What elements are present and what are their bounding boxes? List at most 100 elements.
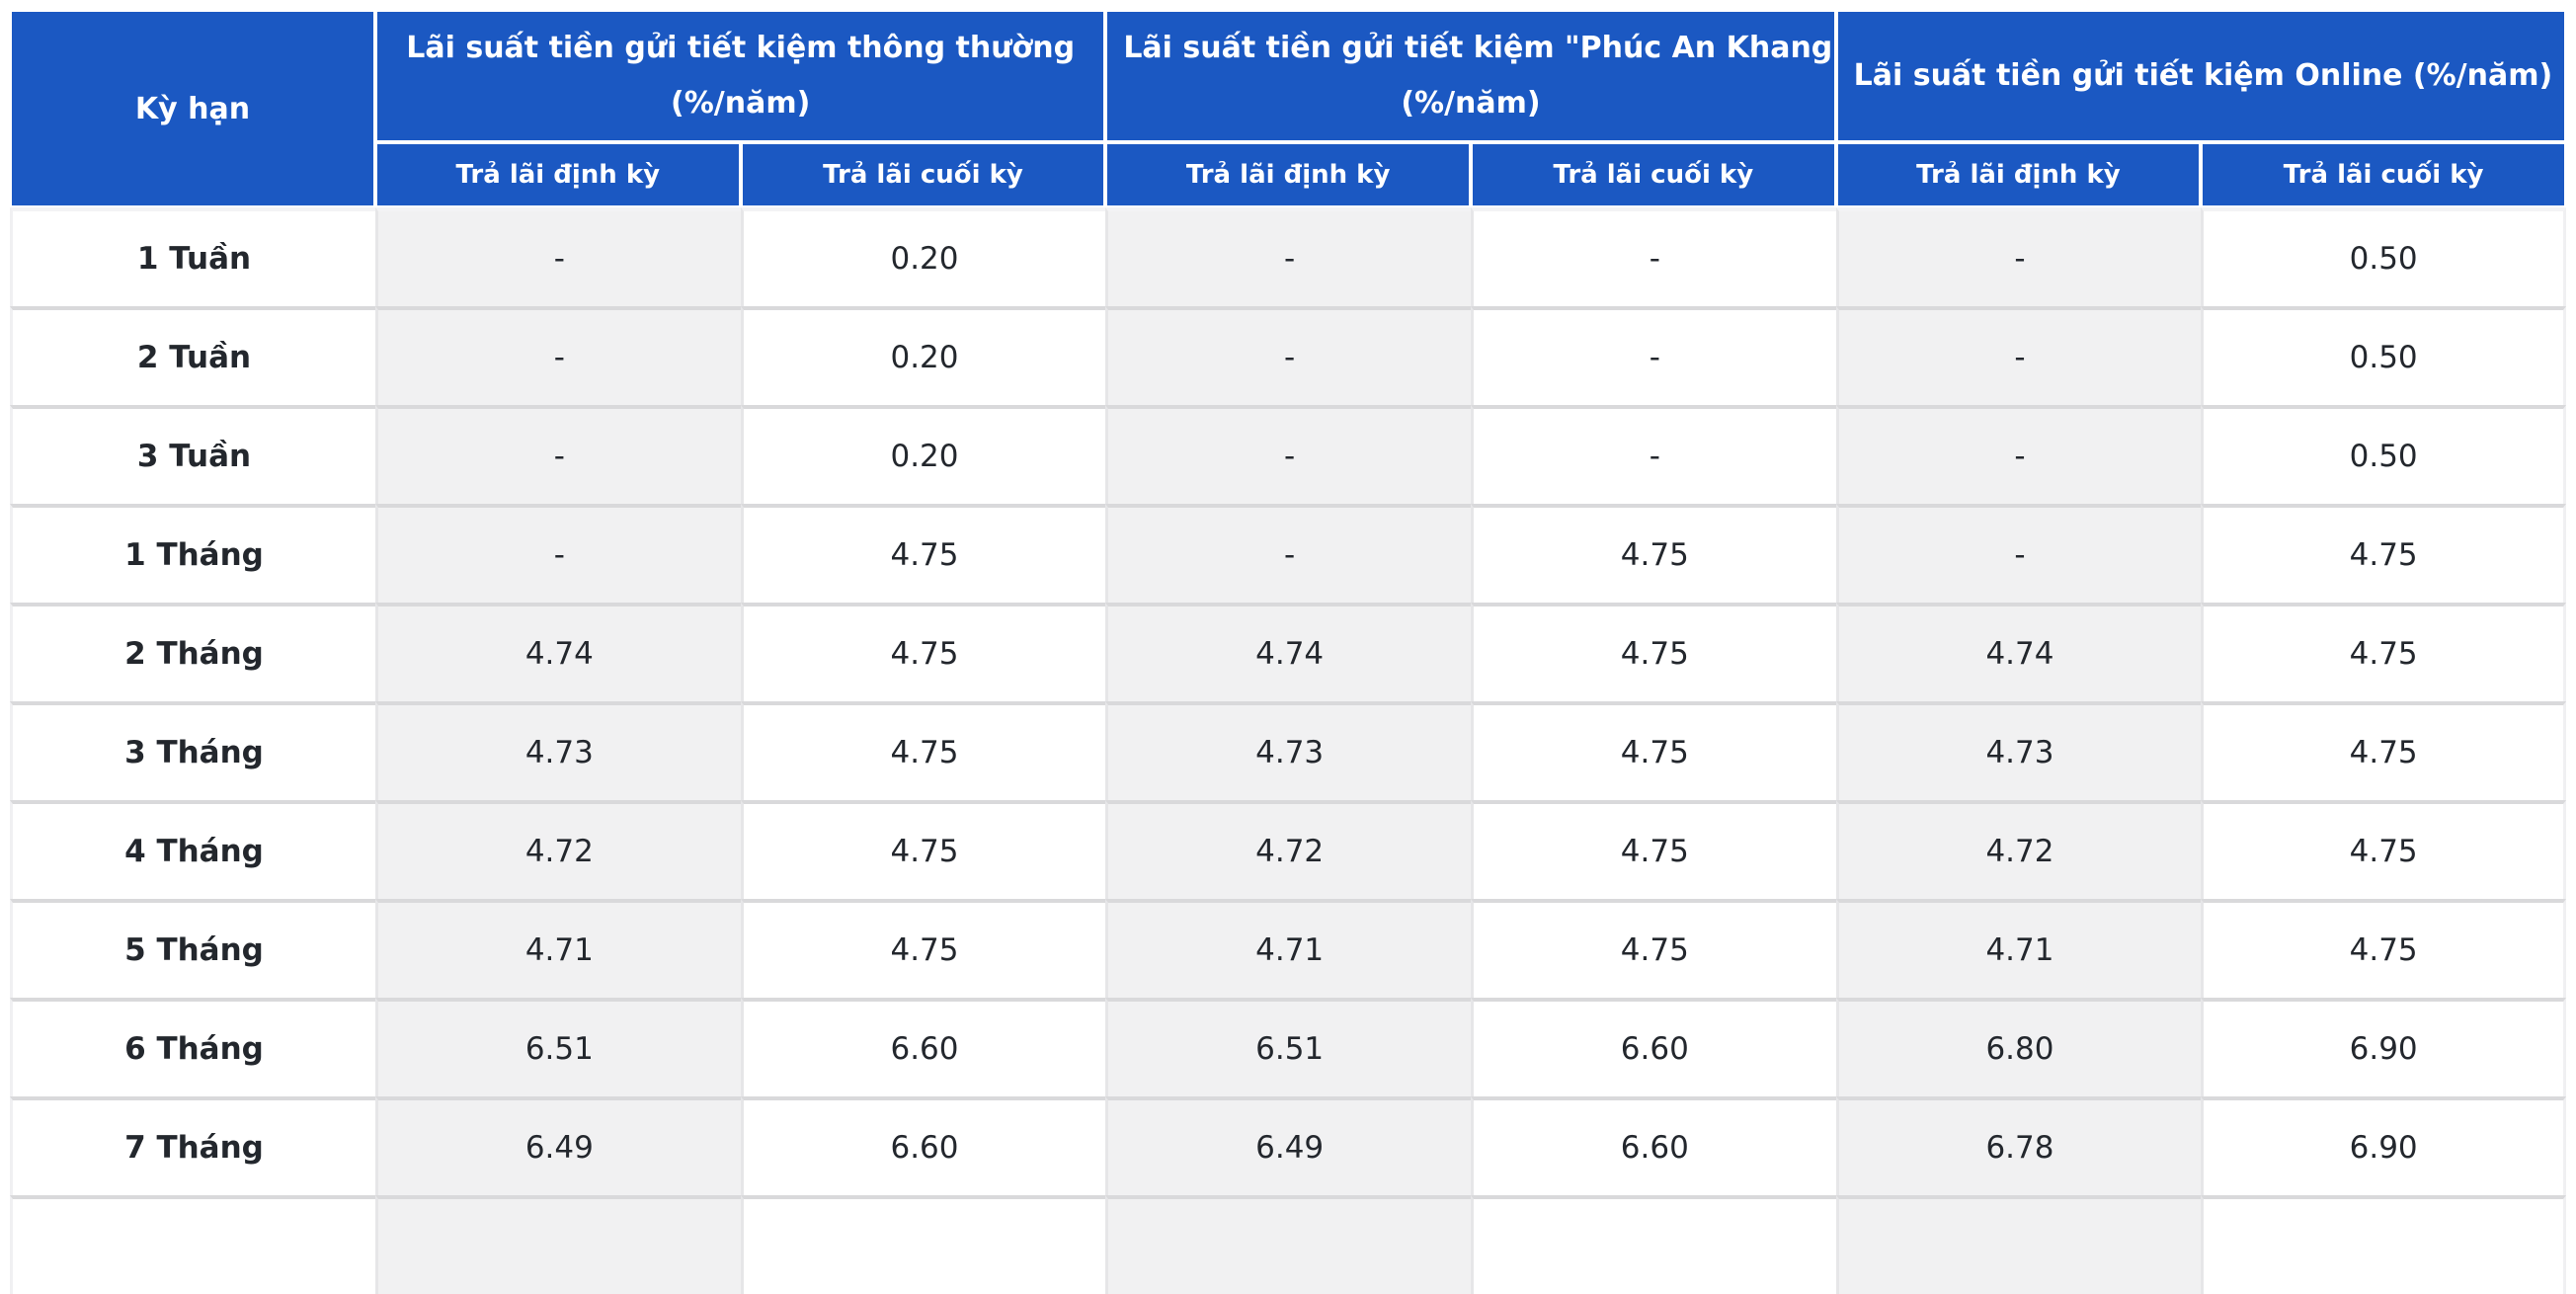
rate-cell: 0.20 xyxy=(740,207,1106,306)
rate-cell: - xyxy=(1105,405,1471,504)
rate-cell: - xyxy=(375,306,741,405)
rate-cell: 0.50 xyxy=(2201,405,2566,504)
subheader-end-of-term-interest: Trả lãi cuối kỳ xyxy=(1470,142,1836,207)
rate-cell: 4.75 xyxy=(740,800,1106,899)
subheader-periodic-interest: Trả lãi định kỳ xyxy=(375,142,741,207)
table-row: 2 Tháng 4.74 4.75 4.74 4.75 4.74 4.75 xyxy=(10,603,2566,701)
rate-cell: 0.50 xyxy=(2201,306,2566,405)
rate-cell: 6.51 xyxy=(375,998,741,1096)
term-column-header: Kỳ hạn xyxy=(10,10,375,207)
rate-cell xyxy=(740,1195,1106,1294)
term-cell: 4 Tháng xyxy=(10,800,375,899)
table-row-partial xyxy=(10,1195,2566,1294)
group-header-title-line: Lãi suất tiền gửi tiết kiệm "Phúc An Kha… xyxy=(1123,31,1836,65)
rate-cell: 4.75 xyxy=(740,504,1106,603)
term-cell: 1 Tuần xyxy=(10,207,375,306)
rate-cell: 6.78 xyxy=(1835,1096,2202,1195)
term-cell: 3 Tuần xyxy=(10,405,375,504)
rate-cell: 4.73 xyxy=(1835,701,2202,800)
subheader-periodic-interest: Trả lãi định kỳ xyxy=(1105,142,1471,207)
rate-cell: 4.71 xyxy=(1105,899,1471,998)
group-header-unit-line: (%/năm) xyxy=(671,86,811,121)
rate-cell xyxy=(1835,1195,2202,1294)
rate-cell: 6.51 xyxy=(1105,998,1471,1096)
rate-cell: - xyxy=(1470,207,1836,306)
rate-cell: - xyxy=(1105,504,1471,603)
rate-cell: 4.75 xyxy=(1470,504,1836,603)
rate-cell: - xyxy=(1835,504,2202,603)
rate-cell: - xyxy=(375,207,741,306)
table-row: 5 Tháng 4.71 4.75 4.71 4.75 4.71 4.75 xyxy=(10,899,2566,998)
subheader-end-of-term-interest: Trả lãi cuối kỳ xyxy=(740,142,1106,207)
rate-cell: 4.75 xyxy=(1470,899,1836,998)
term-cell: 2 Tuần xyxy=(10,306,375,405)
rate-cell: 4.73 xyxy=(375,701,741,800)
rate-cell: 4.75 xyxy=(740,701,1106,800)
rate-cell xyxy=(2201,1195,2566,1294)
group-header-phuc-an-khang: Lãi suất tiền gửi tiết kiệm "Phúc An Kha… xyxy=(1105,10,1836,142)
rate-cell: - xyxy=(1835,405,2202,504)
term-cell: 2 Tháng xyxy=(10,603,375,701)
rate-cell: 4.75 xyxy=(2201,504,2566,603)
rate-cell: 4.72 xyxy=(1105,800,1471,899)
interest-rate-table-container: Kỳ hạn Lãi suất tiền gửi tiết kiệm thông… xyxy=(10,10,2566,1294)
rate-cell: 4.75 xyxy=(2201,701,2566,800)
rate-cell: 4.73 xyxy=(1105,701,1471,800)
rate-cell: 4.74 xyxy=(1835,603,2202,701)
rate-cell: - xyxy=(375,405,741,504)
rate-cell: 6.49 xyxy=(375,1096,741,1195)
term-cell: 6 Tháng xyxy=(10,998,375,1096)
rate-cell: - xyxy=(1470,306,1836,405)
group-header-title-line: Lãi suất tiền gửi tiết kiệm Online (%/nă… xyxy=(1853,58,2553,93)
term-cell xyxy=(10,1195,375,1294)
rate-cell: 0.20 xyxy=(740,405,1106,504)
group-header-title-line: Lãi suất tiền gửi tiết kiệm thông thường xyxy=(406,31,1076,65)
subheader-end-of-term-interest: Trả lãi cuối kỳ xyxy=(2201,142,2566,207)
term-cell: 5 Tháng xyxy=(10,899,375,998)
rate-cell: 0.50 xyxy=(2201,207,2566,306)
rate-cell: 0.20 xyxy=(740,306,1106,405)
rate-cell: 4.72 xyxy=(1835,800,2202,899)
rate-cell xyxy=(1105,1195,1471,1294)
subheader-periodic-interest: Trả lãi định kỳ xyxy=(1835,142,2202,207)
table-row: 6 Tháng 6.51 6.60 6.51 6.60 6.80 6.90 xyxy=(10,998,2566,1096)
rate-cell: 6.60 xyxy=(740,998,1106,1096)
rate-cell: - xyxy=(1105,207,1471,306)
rate-cell: - xyxy=(1835,306,2202,405)
group-header-unit-line: (%/năm) xyxy=(1401,86,1541,121)
table-header: Kỳ hạn Lãi suất tiền gửi tiết kiệm thông… xyxy=(10,10,2566,207)
rate-cell: 4.75 xyxy=(2201,603,2566,701)
rate-cell: - xyxy=(375,504,741,603)
rate-cell: 6.60 xyxy=(740,1096,1106,1195)
group-header-regular-savings: Lãi suất tiền gửi tiết kiệm thông thường… xyxy=(375,10,1106,142)
interest-rate-table: Kỳ hạn Lãi suất tiền gửi tiết kiệm thông… xyxy=(10,10,2566,1294)
rate-cell: 4.75 xyxy=(740,603,1106,701)
rate-cell: 4.75 xyxy=(1470,701,1836,800)
group-header-row: Kỳ hạn Lãi suất tiền gửi tiết kiệm thông… xyxy=(10,10,2566,207)
table-row: 7 Tháng 6.49 6.60 6.49 6.60 6.78 6.90 xyxy=(10,1096,2566,1195)
rate-cell: 4.71 xyxy=(1835,899,2202,998)
table-row: 1 Tuần -0.20- - -0.50 xyxy=(10,207,2566,306)
term-cell: 1 Tháng xyxy=(10,504,375,603)
rate-cell xyxy=(375,1195,741,1294)
rate-cell: 4.75 xyxy=(740,899,1106,998)
rate-cell: 4.75 xyxy=(1470,603,1836,701)
rate-cell: 4.75 xyxy=(2201,800,2566,899)
rate-cell: 6.49 xyxy=(1105,1096,1471,1195)
rate-cell: 6.60 xyxy=(1470,998,1836,1096)
rate-cell: 4.72 xyxy=(375,800,741,899)
table-row: 1 Tháng -4.75-4.75-4.75 xyxy=(10,504,2566,603)
table-row: 3 Tuần -0.20- - -0.50 xyxy=(10,405,2566,504)
rate-cell: - xyxy=(1835,207,2202,306)
rate-cell: - xyxy=(1105,306,1471,405)
rate-cell: 6.90 xyxy=(2201,1096,2566,1195)
rate-cell: 6.60 xyxy=(1470,1096,1836,1195)
rate-cell: 6.90 xyxy=(2201,998,2566,1096)
rate-cell: 4.74 xyxy=(1105,603,1471,701)
subheader-row: Trả lãi định kỳ Trả lãi cuối kỳ Trả lãi … xyxy=(10,142,2566,207)
table-row: 2 Tuần -0.20- - -0.50 xyxy=(10,306,2566,405)
rate-cell: - xyxy=(1470,405,1836,504)
rate-cell: 6.80 xyxy=(1835,998,2202,1096)
rate-cell: 4.75 xyxy=(1470,800,1836,899)
table-row: 3 Tháng 4.73 4.75 4.73 4.75 4.73 4.75 xyxy=(10,701,2566,800)
